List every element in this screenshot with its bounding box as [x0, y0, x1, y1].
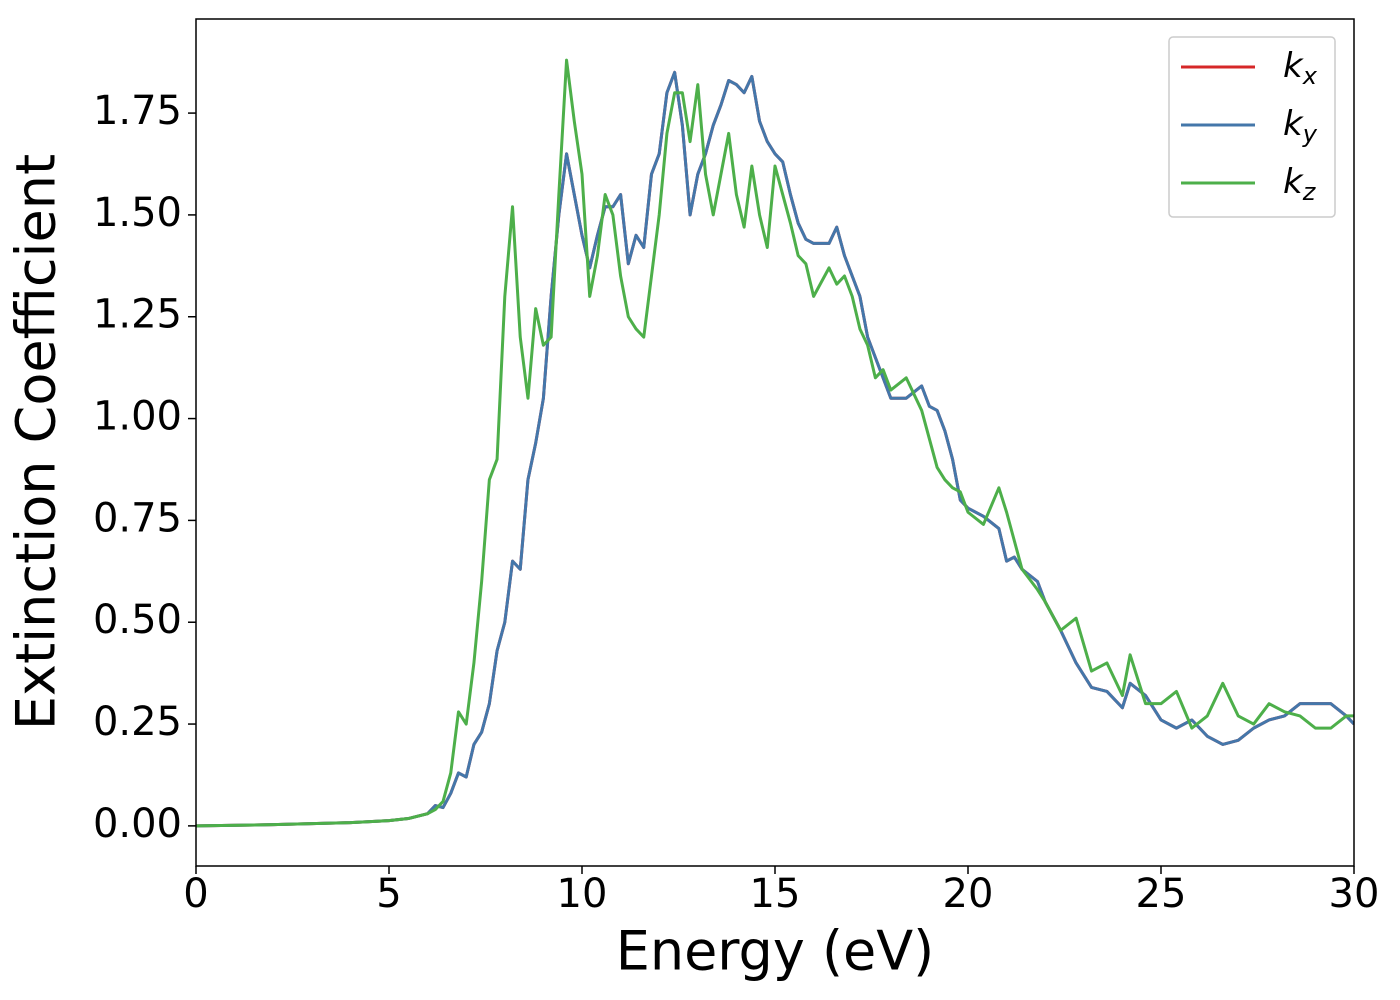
x-tick-label: 0 [183, 871, 208, 917]
x-tick-label: 5 [376, 871, 401, 917]
legend-box [1168, 36, 1336, 218]
y-tick-label: 1.25 [93, 292, 182, 338]
x-tick-label: 10 [557, 871, 608, 917]
line-series [196, 70, 1354, 828]
legend-label: kz [1283, 162, 1317, 207]
legend-label: kx [1283, 46, 1318, 91]
y-tick-label: 0.75 [93, 495, 182, 541]
x-tick-label: 30 [1329, 871, 1380, 917]
y-tick-label: 1.00 [93, 394, 182, 440]
x-tick-label: 20 [943, 871, 994, 917]
y-axis-label: Extinction Coefficient [5, 154, 68, 730]
y-tick-label: 1.50 [93, 190, 182, 236]
x-axis-label: Energy (eV) [616, 920, 935, 983]
line-series [196, 58, 1354, 828]
x-tick-label: 15 [750, 871, 801, 917]
y-tick-label: 0.00 [93, 801, 182, 847]
legend-label: ky [1283, 104, 1318, 149]
y-tick-label: 1.75 [93, 88, 182, 134]
y-tick-label: 0.50 [93, 597, 182, 643]
y-tick-label: 0.25 [93, 699, 182, 745]
x-tick-label: 25 [1136, 871, 1187, 917]
plot-frame [195, 18, 1355, 867]
